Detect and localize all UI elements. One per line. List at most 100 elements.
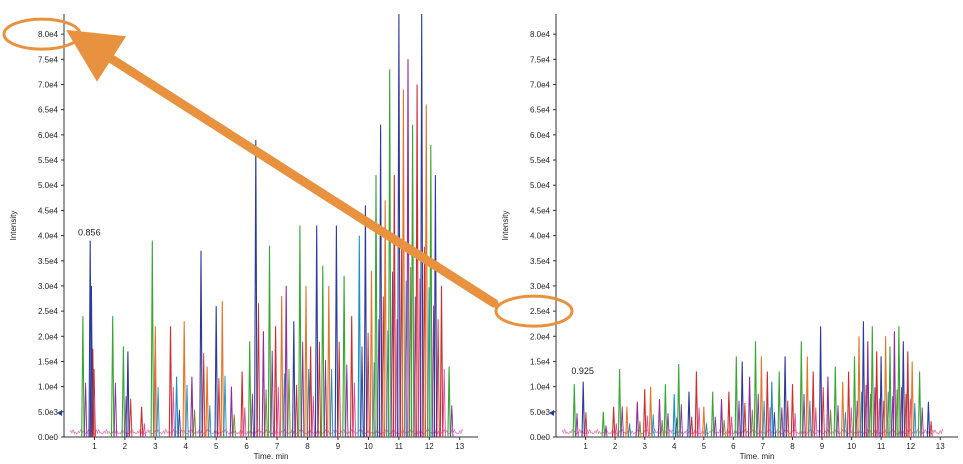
chromatogram-peak — [846, 371, 851, 438]
chromatogram-peak — [897, 326, 901, 438]
chromatogram-peak — [261, 331, 266, 438]
chromatogram-peak — [750, 409, 754, 438]
x-tick-label: 2 — [613, 442, 618, 451]
y-tick-label: 7.5e4 — [38, 55, 59, 64]
y-tick-label: 8.0e4 — [530, 30, 551, 39]
chromatogram-peak — [442, 368, 446, 438]
chromatogram-peak — [808, 400, 812, 438]
y-tick-label: 6.5e4 — [38, 106, 59, 115]
chromatogram-peak — [429, 144, 433, 438]
chromatogram-peak — [292, 321, 296, 438]
chromatogram-peak — [349, 316, 354, 438]
chromatogram-peak — [743, 402, 747, 438]
chromatogram-peak — [710, 391, 715, 438]
chromatogram-peak — [254, 139, 258, 438]
y-tick-label: 5.0e3 — [38, 408, 59, 417]
chromatogram-peak — [284, 285, 288, 438]
chromatogram-peak — [247, 341, 252, 438]
chromatogram-peak — [436, 319, 440, 438]
highlight-ellipse — [494, 294, 574, 328]
chromatogram-peak — [694, 371, 699, 438]
x-tick-label: 8 — [305, 442, 310, 451]
chromatogram-peak — [150, 240, 155, 438]
chromatogram-peak — [81, 316, 85, 438]
chromatogram-peak — [378, 124, 383, 438]
y-tick-label: 5.0e4 — [530, 181, 551, 190]
chromatogram-peak — [818, 326, 823, 438]
chromatogram-peak — [419, 13, 424, 438]
chromatogram-peak — [740, 361, 744, 438]
chromatogram-peak — [126, 351, 130, 438]
chromatogram-peak — [156, 387, 160, 438]
chromatogram-peak — [202, 353, 206, 438]
chromatogram-peak — [360, 346, 364, 438]
chromatogram-peak — [190, 376, 194, 438]
chromatogram-peak — [765, 371, 770, 438]
right-chromatogram: 0.0e0 5.0e3 1.0e4 1.5e4 2.0e4 2.5e4 3.0e4 3.5e4… — [501, 14, 958, 461]
chromatogram-peak — [298, 225, 302, 438]
chromatogram-peak — [756, 393, 760, 438]
chromatogram-peak — [168, 326, 173, 438]
chromatogram-peak — [910, 361, 914, 438]
chromatogram-peak — [256, 303, 261, 438]
x-tick-label: 9 — [336, 442, 341, 451]
chromatogram-peak — [220, 300, 225, 438]
chromatogram-peak — [777, 371, 781, 438]
chromatogram-peak — [849, 407, 853, 438]
x-tick-label: 7 — [275, 442, 280, 451]
chromatogram-peak — [679, 404, 683, 438]
chromatogram-peak — [840, 381, 845, 438]
x-tick-label: 11 — [395, 442, 404, 451]
chromatogram-peak — [802, 393, 806, 438]
y-tick-label: 7.5e4 — [530, 55, 551, 64]
x-tick-label: 5 — [702, 442, 707, 451]
chromatogram-peak — [121, 346, 126, 438]
chromatogram-peak — [208, 405, 212, 438]
chromatogram-peak — [406, 59, 410, 438]
chromatogram-peak — [572, 384, 577, 438]
chromatogram-peak — [747, 376, 752, 438]
chromatogram-peak — [317, 341, 322, 438]
chromatogram-peak — [294, 384, 299, 438]
y-tick-label: 1.5e4 — [530, 357, 551, 366]
y-tick-label: 4.0e4 — [530, 232, 551, 241]
chromatogram-peak — [642, 389, 647, 438]
chromatogram-peak — [625, 406, 629, 438]
chromatogram-peak — [799, 341, 804, 438]
chromatogram-peak — [722, 419, 726, 438]
chromatogram-peak — [401, 89, 406, 438]
chromatogram-peak — [387, 69, 392, 438]
chromatogram-peak — [575, 413, 579, 438]
chromatogram-peak — [214, 306, 218, 438]
chromatogram-peak — [617, 368, 622, 438]
chromatogram-peak — [345, 364, 349, 438]
chromatogram-peak — [814, 407, 818, 438]
x-axis-title: Time, min — [254, 452, 289, 459]
chromatogram-peak — [192, 409, 197, 438]
chromatogram-peak — [901, 341, 906, 438]
chromatogram-peak — [240, 371, 244, 438]
chromatogram-peak — [826, 376, 830, 438]
chromatogram-peak — [651, 414, 655, 438]
baseline-trace — [561, 428, 944, 436]
y-tick-label: 6.5e4 — [530, 106, 551, 115]
chromatogram-peak — [392, 175, 397, 438]
chromatogram-peak — [410, 124, 415, 438]
annotation-layer — [2, 17, 574, 328]
chromatogram-peak — [601, 411, 606, 438]
y-tick-label: 5.5e4 — [530, 156, 551, 165]
left-chromatogram: 0.0e0 5.0e3 1.0e4 1.5e4 2.0e4 2.5e4 3.0e4 3.5e4… — [9, 13, 478, 461]
y-tick-label: 3.0e4 — [530, 282, 551, 291]
x-tick-label: 12 — [906, 442, 915, 451]
highlight-arrow — [66, 29, 499, 308]
y-tick-label: 0.0e0 — [530, 433, 551, 442]
chromatogram-peak — [729, 416, 734, 438]
chromatogram-peak — [843, 412, 848, 438]
chromatogram-peak — [648, 386, 653, 438]
chromatogram-peak — [250, 393, 255, 438]
chromatogram-peak — [92, 368, 96, 438]
chromatogram-peak — [702, 406, 706, 438]
chromatogram-peak — [264, 389, 268, 438]
x-tick-label: 5 — [214, 442, 219, 451]
chromatogram-peak — [920, 407, 924, 438]
